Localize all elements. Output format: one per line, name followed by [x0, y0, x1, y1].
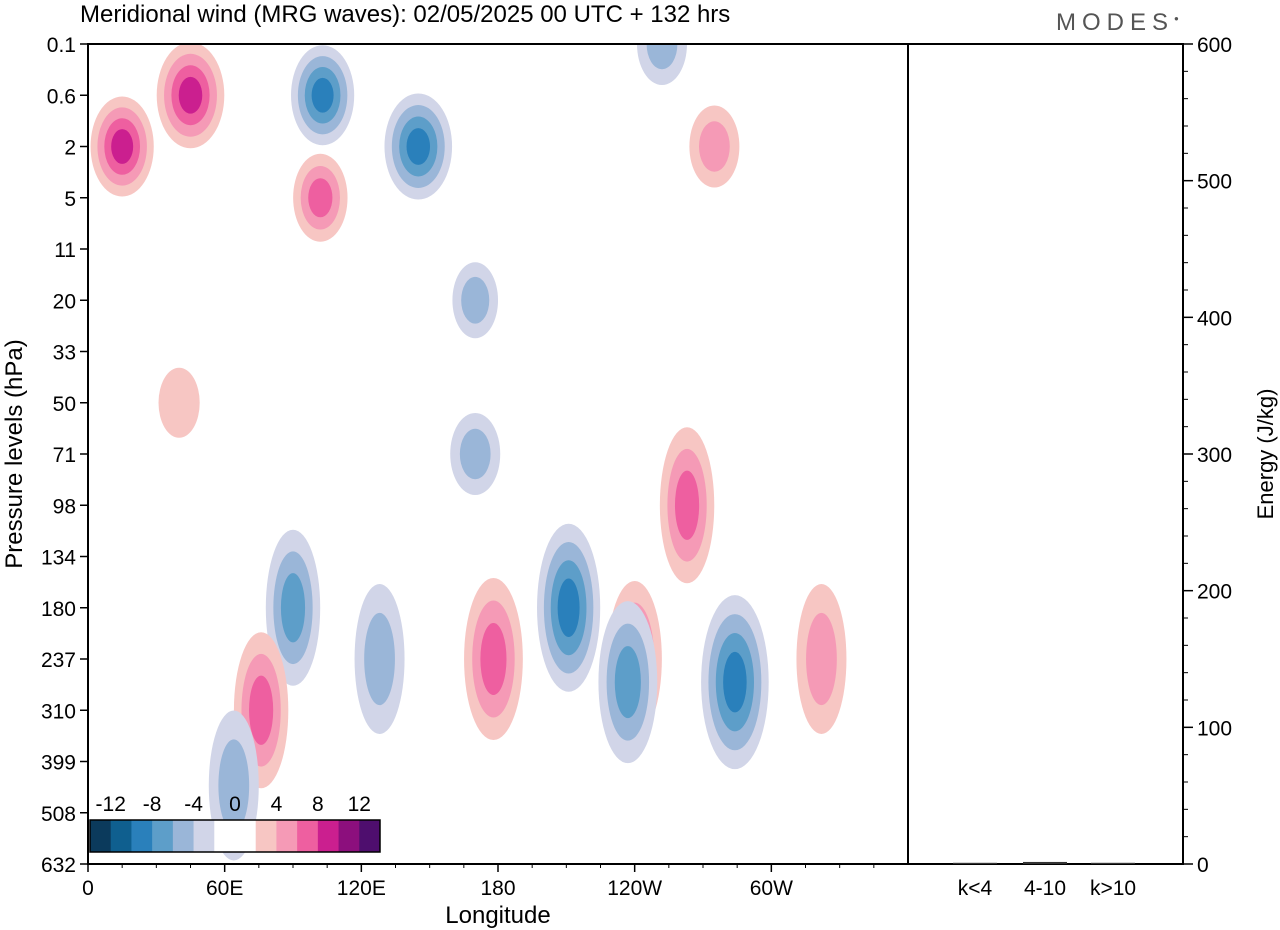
colorbar-swatch	[193, 820, 215, 852]
x-tick-label: 120W	[607, 877, 662, 900]
colorbar-swatch	[172, 820, 195, 852]
positive-wind-contour	[111, 129, 134, 164]
y-tick-label: 508	[41, 803, 76, 826]
logo-mark-icon: ●	[1174, 14, 1179, 23]
y-tick-label: 20	[53, 290, 76, 313]
negative-wind-contour	[311, 77, 334, 113]
energy-category-label: 4-10	[1024, 877, 1066, 900]
colorbar-swatch	[338, 820, 360, 852]
positive-wind-contour	[178, 76, 203, 114]
positive-wind-contour	[806, 612, 837, 706]
x-axis-label: Longitude	[445, 902, 550, 929]
negative-wind-contour	[723, 651, 747, 713]
positive-wind-contour	[674, 470, 700, 540]
energy-tick-label: 100	[1197, 717, 1232, 740]
colorbar-label: 0	[229, 793, 241, 816]
longitude-axis: 0 60E 120E 180 120W 60W	[82, 864, 875, 900]
energy-category-label: k>10	[1090, 877, 1136, 900]
pressure-axis: 0.1 0.6 2 5 11 20 33 50 71 98 134 180 237 310 399 508 63…	[41, 34, 88, 877]
colorbar-swatch	[152, 820, 174, 852]
colorbar-swatch	[255, 820, 277, 852]
y-tick-label: 310	[41, 700, 76, 723]
energy-bar	[1023, 861, 1067, 864]
negative-wind-contour	[614, 646, 641, 719]
energy-axis: 0 100 200 300 400 500 600	[1183, 34, 1232, 877]
colorbar-swatch	[276, 820, 298, 852]
colorbar-swatch	[359, 820, 381, 852]
energy-tick-label: 300	[1197, 444, 1232, 467]
colorbar-swatch	[110, 820, 132, 852]
negative-wind-contour	[646, 44, 678, 70]
y-tick-label: 71	[53, 444, 76, 467]
colorbar-label: -12	[96, 793, 126, 816]
colorbar-label: 8	[312, 793, 324, 816]
x-tick-label: 0	[82, 877, 94, 900]
colorbar-swatch	[297, 820, 319, 852]
x-tick-label: 180	[480, 877, 515, 900]
y-tick-label: 0.6	[47, 85, 76, 108]
positive-wind-contour	[249, 675, 274, 745]
energy-tick-label: 600	[1197, 34, 1232, 57]
y-tick-label: 11	[54, 239, 76, 262]
energy-bar	[1091, 862, 1135, 864]
colorbar-swatch	[90, 820, 112, 852]
colorbar: -12 -8 -4 0 4 8 12	[89, 793, 381, 853]
energy-bar	[953, 862, 997, 864]
negative-wind-contour	[406, 128, 431, 165]
positive-wind-contour	[699, 121, 730, 172]
y-tick-label: 0.1	[47, 34, 76, 57]
y-tick-label: 237	[41, 649, 76, 672]
energy-panel: 0 100 200 300 400 500 600 k<4 4-10 k>10 Energy (…	[907, 34, 1278, 900]
energy-tick-label: 400	[1197, 307, 1232, 330]
negative-wind-contour	[461, 276, 490, 324]
y-tick-label: 98	[53, 495, 76, 518]
colorbar-label: 12	[348, 793, 371, 816]
energy-tick-label: 0	[1197, 854, 1209, 877]
y-tick-label: 50	[53, 393, 76, 416]
energy-tick-label: 500	[1197, 171, 1232, 194]
x-tick-label: 120E	[337, 877, 386, 900]
negative-wind-contour	[364, 612, 395, 706]
energy-frame	[907, 43, 1184, 865]
energy-bars	[953, 861, 1135, 864]
colorbar-swatch	[131, 820, 153, 852]
negative-wind-contour	[459, 428, 491, 480]
negative-wind-contour	[280, 573, 306, 643]
y-tick-label: 33	[53, 342, 76, 365]
positive-wind-contour	[158, 367, 200, 438]
energy-tick-label: 200	[1197, 581, 1232, 604]
colorbar-label: -8	[143, 793, 162, 816]
x-tick-label: 60W	[750, 877, 793, 900]
y-tick-label: 134	[41, 547, 76, 570]
wind-heatmap	[90, 44, 847, 861]
negative-wind-contour	[218, 739, 250, 832]
y-tick-label: 5	[64, 188, 76, 211]
colorbar-swatch	[235, 820, 257, 852]
negative-wind-contour	[557, 578, 580, 637]
colorbar-label: 4	[271, 793, 283, 816]
y-tick-label: 399	[41, 752, 76, 775]
x-tick-label: 60E	[206, 877, 243, 900]
y-tick-label: 632	[41, 854, 76, 877]
y-tick-label: 2	[64, 137, 76, 160]
colorbar-swatch	[317, 820, 340, 852]
colorbar-frame	[89, 819, 381, 853]
energy-categories: k<4 4-10 k>10	[958, 877, 1136, 900]
colorbar-swatch	[214, 820, 236, 852]
energy-category-label: k<4	[958, 877, 993, 900]
chart-title: Meridional wind (MRG waves): 02/05/2025 …	[80, 1, 731, 28]
y-tick-label: 180	[41, 598, 76, 621]
positive-wind-contour	[480, 623, 507, 695]
logo-text: MODES	[1056, 9, 1175, 36]
positive-wind-contour	[308, 178, 333, 218]
colorbar-label: -4	[184, 793, 203, 816]
energy-axis-label: Energy (J/kg)	[1253, 389, 1278, 520]
modes-logo: MODES●	[1056, 8, 1179, 38]
y-axis-label: Pressure levels (hPa)	[1, 339, 28, 568]
